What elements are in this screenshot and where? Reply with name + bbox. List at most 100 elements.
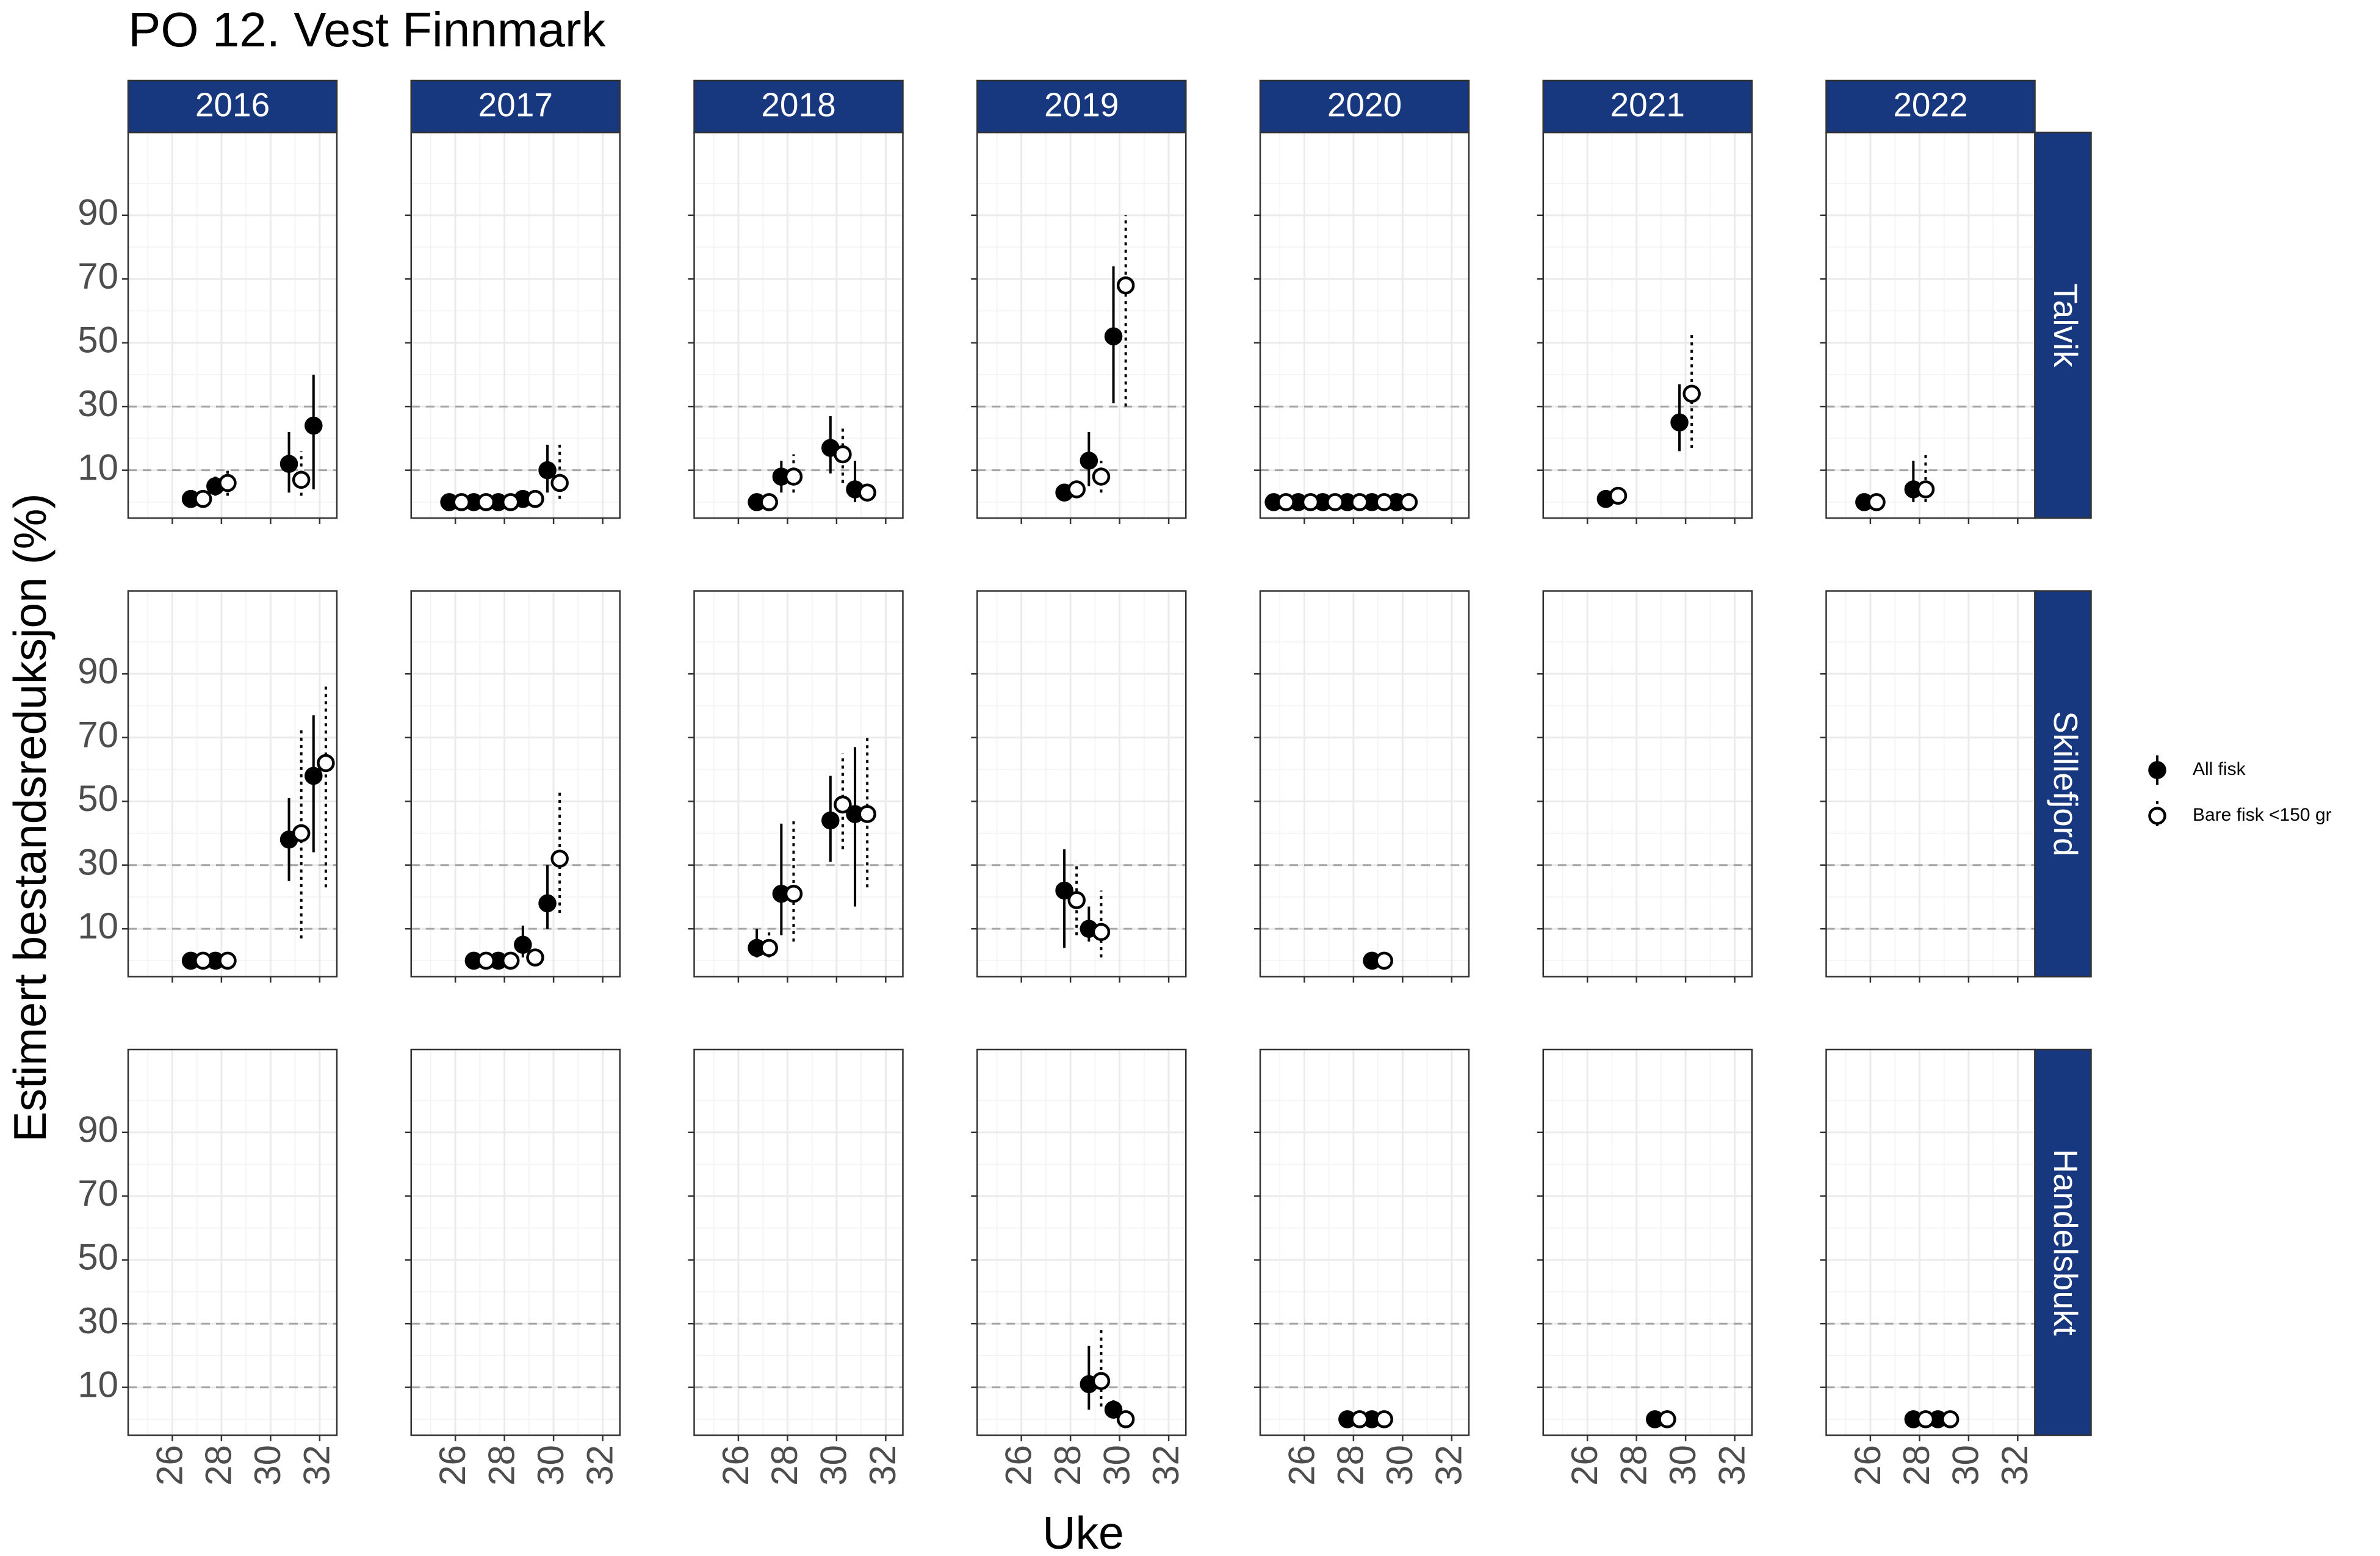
x-tick-label: 26 [998,1445,1039,1486]
x-tick-label: 26 [149,1445,190,1486]
point [1609,486,1628,505]
point [1682,384,1701,403]
point [784,467,803,486]
point [292,824,311,843]
panel-background [694,591,903,977]
column-strip-label: 2020 [1327,86,1402,124]
point [193,951,212,970]
point [477,493,496,511]
x-tick-label: 26 [1564,1445,1605,1486]
row-strip [2034,131,2092,519]
point [1941,1410,1960,1428]
panel-border [693,1048,904,1436]
x-tick-label: 28 [764,1445,805,1486]
y-tick-label: 70 [78,256,118,297]
point [477,951,496,970]
y-tick-label: 50 [78,1237,118,1278]
point [1055,881,1073,900]
y-tick-label: 70 [78,715,118,755]
y-tick-label: 50 [78,778,118,819]
panel-background [1826,1050,2035,1435]
column-strip [1259,79,1470,134]
x-tick-label: 30 [1945,1445,1986,1486]
y-tick-label: 90 [78,1109,118,1150]
x-tick-label: 30 [1662,1445,1703,1486]
point [1092,467,1111,486]
point [305,416,323,435]
point [501,951,520,970]
column-strip-label: 2019 [1044,86,1119,124]
panel-border [410,590,621,978]
y-tick-label: 50 [78,320,118,361]
legend-marker [2148,807,2166,825]
point [514,935,532,954]
x-tick-label: 32 [297,1445,337,1486]
panel-background [694,1050,903,1435]
x-tick-label: 26 [1847,1445,1888,1486]
point [1916,1410,1935,1428]
panel-border [976,1048,1187,1436]
point [1301,493,1320,511]
panel-background [128,591,337,977]
column-strip [1825,79,2036,134]
point [834,795,852,814]
column-strip [410,79,621,134]
panel-border [1542,1048,1753,1436]
x-tick-label: 30 [530,1445,571,1486]
point [858,483,876,502]
point [193,489,212,508]
y-axis-label: Estimert bestandsreduksjon (%) [4,494,56,1142]
x-tick-label: 28 [1330,1445,1371,1486]
point [784,884,803,903]
x-tick-label: 30 [1096,1445,1137,1486]
x-tick-label: 28 [198,1445,239,1486]
point [821,811,840,830]
point [1670,413,1689,432]
panel-background [1826,591,2035,977]
panel-border [127,590,338,978]
y-tick-label: 90 [78,192,118,233]
column-strip-label: 2016 [195,86,270,124]
point [1916,480,1935,499]
panel-background [694,132,903,518]
panel-background [1260,1050,1469,1435]
row-strip-label: Handelsbukt [2047,1149,2085,1336]
panel-border [1542,590,1753,978]
x-tick-label: 28 [481,1445,522,1486]
x-axis-label: Uke [1042,1507,1123,1556]
y-tick-label: 10 [78,1364,118,1405]
point [452,493,471,511]
x-tick-label: 26 [432,1445,473,1486]
column-strip-label: 2017 [478,86,553,124]
point [538,894,557,913]
legend-label: Bare fisk <150 gr [2193,805,2332,825]
point [1867,493,1886,511]
panel-background [977,591,1186,977]
x-tick-label: 30 [1379,1445,1420,1486]
x-tick-label: 32 [1145,1445,1186,1486]
legend-label: All fisk [2193,759,2246,779]
point [317,754,335,773]
x-tick-label: 32 [1711,1445,1752,1486]
column-strip [1542,79,1753,134]
row-strip-label: Talvik [2047,283,2085,367]
point [1092,923,1111,942]
point [292,470,311,489]
panel-border [410,1048,621,1436]
point [760,938,778,957]
point [1116,1410,1135,1428]
panel-background [1826,132,2035,518]
x-tick-label: 32 [862,1445,903,1486]
panel-background [1260,591,1469,977]
x-tick-label: 28 [1047,1445,1088,1486]
point [526,948,544,967]
legend-marker [2148,761,2166,779]
point [279,455,298,473]
x-tick-label: 26 [1281,1445,1322,1486]
panel-background [411,1050,620,1435]
panel-border [976,590,1187,978]
column-strip [693,79,904,134]
column-strip [127,79,338,134]
point [550,849,569,868]
